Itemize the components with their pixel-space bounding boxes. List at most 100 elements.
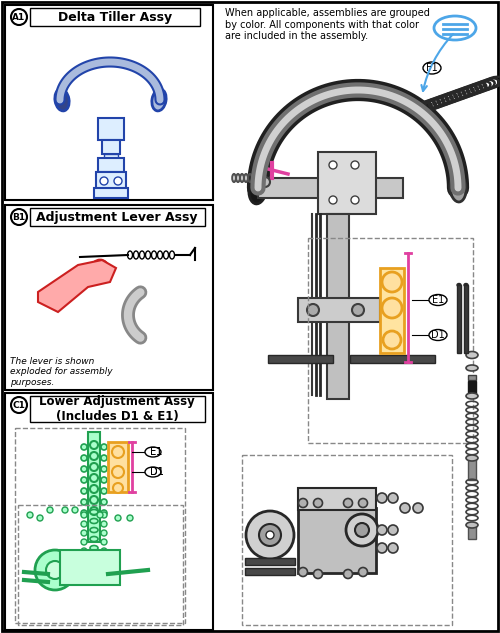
Ellipse shape [55, 89, 69, 111]
Circle shape [81, 488, 87, 494]
Ellipse shape [466, 455, 478, 461]
Circle shape [81, 575, 87, 581]
Text: The lever is shown
exploded for assembly
purposes.: The lever is shown exploded for assembly… [10, 357, 113, 387]
Circle shape [101, 566, 107, 572]
Circle shape [388, 525, 398, 535]
Text: D1: D1 [150, 467, 164, 477]
Circle shape [72, 507, 78, 513]
Circle shape [81, 548, 87, 554]
Bar [298, 298, 380, 322]
Circle shape [307, 304, 319, 316]
Circle shape [358, 499, 368, 508]
Text: E1: E1 [432, 295, 444, 305]
Bar [5, 5, 213, 200]
Circle shape [101, 444, 107, 450]
Circle shape [37, 515, 43, 521]
Circle shape [35, 550, 75, 590]
Circle shape [113, 483, 123, 493]
Bar [298, 508, 376, 573]
Circle shape [11, 9, 27, 25]
Circle shape [101, 530, 107, 536]
Circle shape [92, 260, 108, 276]
Circle shape [78, 561, 92, 575]
Text: Lower Adjustment Assy
(Includes D1 & E1): Lower Adjustment Assy (Includes D1 & E1) [39, 395, 195, 423]
Bar [318, 152, 376, 214]
Ellipse shape [249, 172, 267, 204]
Circle shape [112, 466, 124, 478]
Bar [30, 396, 205, 422]
Text: When applicable, assemblies are grouped
by color. All components with that color: When applicable, assemblies are grouped … [225, 8, 430, 41]
Text: Delta Tiller Assy: Delta Tiller Assy [58, 11, 172, 23]
Bar [60, 550, 120, 585]
Ellipse shape [90, 518, 98, 523]
Text: E1: E1 [150, 447, 162, 457]
Circle shape [260, 177, 270, 187]
Bar [245, 568, 295, 575]
Circle shape [11, 397, 27, 413]
Ellipse shape [90, 527, 98, 532]
Bar [15, 428, 185, 623]
Bar [268, 355, 333, 363]
Circle shape [351, 161, 359, 169]
Circle shape [81, 557, 87, 563]
Ellipse shape [423, 62, 441, 74]
Bar [94, 188, 128, 198]
Ellipse shape [466, 351, 478, 358]
Ellipse shape [429, 294, 447, 306]
Circle shape [355, 523, 369, 537]
Text: B1: B1 [12, 213, 26, 222]
Circle shape [298, 568, 308, 577]
Circle shape [388, 493, 398, 503]
Ellipse shape [466, 522, 478, 528]
Circle shape [81, 444, 87, 450]
Circle shape [101, 499, 107, 505]
Bar [468, 375, 476, 380]
Bar [5, 205, 213, 390]
Bar [258, 178, 403, 198]
Text: F1: F1 [426, 63, 438, 73]
Circle shape [388, 543, 398, 553]
Text: D1: D1 [150, 467, 164, 477]
Circle shape [344, 570, 352, 579]
Bar [18, 505, 183, 625]
Text: E1: E1 [150, 447, 162, 457]
Circle shape [346, 514, 378, 546]
Text: C1: C1 [12, 401, 26, 410]
Circle shape [259, 524, 281, 546]
Circle shape [400, 503, 410, 513]
Bar [380, 268, 404, 353]
Bar [108, 442, 128, 492]
Circle shape [266, 531, 274, 539]
Bar [468, 525, 476, 539]
Circle shape [314, 570, 322, 579]
Circle shape [101, 548, 107, 554]
Bar [96, 172, 126, 190]
Ellipse shape [466, 393, 478, 399]
Bar [88, 432, 100, 542]
Circle shape [81, 530, 87, 536]
Circle shape [100, 177, 108, 185]
Circle shape [81, 566, 87, 572]
Circle shape [90, 485, 98, 493]
Circle shape [90, 496, 98, 504]
Circle shape [47, 507, 53, 513]
Bar [468, 381, 476, 394]
Bar [242, 455, 452, 625]
Bar [5, 393, 213, 630]
Circle shape [351, 196, 359, 204]
Ellipse shape [464, 284, 468, 287]
Ellipse shape [90, 510, 98, 515]
Bar [245, 558, 295, 565]
Bar [308, 238, 473, 443]
Circle shape [101, 488, 107, 494]
Circle shape [81, 455, 87, 461]
Circle shape [246, 511, 294, 559]
Ellipse shape [429, 330, 447, 341]
Circle shape [97, 512, 103, 518]
Circle shape [314, 499, 322, 508]
Ellipse shape [90, 546, 98, 551]
Circle shape [101, 455, 107, 461]
Circle shape [298, 499, 308, 508]
Circle shape [81, 510, 87, 516]
Bar [30, 208, 205, 226]
